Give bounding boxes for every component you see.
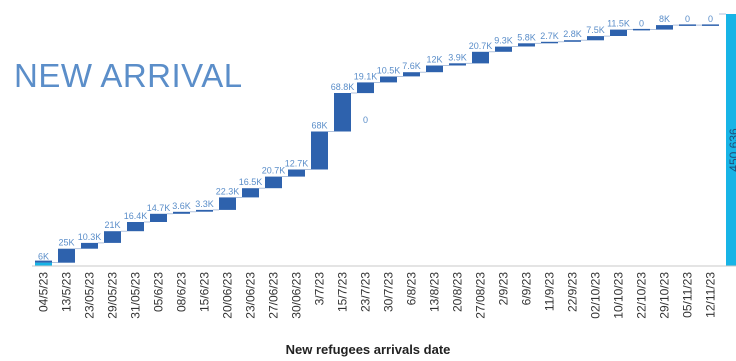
waterfall-bar bbox=[679, 24, 696, 26]
x-tick-label: 31/05/23 bbox=[129, 272, 143, 319]
x-tick-label: 2/9/23 bbox=[497, 272, 511, 306]
waterfall-bar bbox=[702, 24, 719, 26]
x-tick-label: 05/11/23 bbox=[681, 272, 695, 318]
x-tick-label: 30/06/23 bbox=[290, 272, 304, 319]
value-label: 3.3K bbox=[195, 199, 214, 209]
x-axis-label: New refugees arrivals date bbox=[285, 342, 451, 357]
waterfall-bar bbox=[242, 188, 259, 198]
value-label: 12K bbox=[426, 55, 442, 65]
waterfall-bar bbox=[472, 51, 489, 64]
value-label: 10.5K bbox=[377, 66, 401, 76]
waterfall-bar-cap bbox=[35, 260, 52, 263]
x-tick-label: 05/6/23 bbox=[152, 272, 166, 312]
value-label: 9.3K bbox=[494, 36, 513, 46]
value-label: 20.7K bbox=[262, 166, 286, 176]
value-label: 68.8K bbox=[331, 82, 355, 92]
x-tick-label: 23/7/23 bbox=[359, 272, 373, 312]
value-label: 16.4K bbox=[124, 211, 148, 221]
x-tick-label: 20/06/23 bbox=[221, 272, 235, 319]
value-label: 5.8K bbox=[517, 32, 536, 42]
waterfall-bar bbox=[196, 209, 213, 212]
x-tick-label: 13/5/23 bbox=[60, 272, 74, 312]
value-label: 16.5K bbox=[239, 177, 263, 187]
x-tick-label: 23/06/23 bbox=[244, 272, 258, 319]
waterfall-bar bbox=[334, 93, 351, 132]
waterfall-bar bbox=[58, 248, 75, 263]
value-label: 2.7K bbox=[540, 31, 559, 41]
value-label: 3.9K bbox=[448, 52, 467, 62]
value-label: 19.1K bbox=[354, 71, 378, 81]
x-tick-label: 23/05/23 bbox=[83, 272, 97, 319]
value-label: 14.7K bbox=[147, 203, 171, 213]
value-label: 68K bbox=[311, 121, 327, 131]
value-label: 11.5K bbox=[607, 19, 630, 29]
waterfall-bar bbox=[288, 169, 305, 177]
waterfall-bar bbox=[357, 82, 374, 94]
total-bar bbox=[726, 14, 736, 266]
value-label: 6K bbox=[38, 252, 49, 262]
waterfall-bar bbox=[35, 262, 52, 266]
value-label: 2.8K bbox=[563, 29, 582, 39]
x-tick-label: 02/10/23 bbox=[589, 272, 603, 319]
total-label: 450,636 bbox=[727, 128, 736, 172]
value-label: 22.3K bbox=[216, 186, 240, 196]
waterfall-bar bbox=[265, 176, 282, 189]
value-label: 0 bbox=[639, 19, 644, 29]
waterfall-bar bbox=[587, 36, 604, 41]
waterfall-bar bbox=[633, 28, 650, 31]
waterfall-bar bbox=[564, 40, 581, 42]
x-tick-label: 30/7/23 bbox=[382, 272, 396, 312]
waterfall-bar bbox=[518, 43, 535, 47]
value-label-extra: 0 bbox=[363, 115, 368, 125]
waterfall-bar bbox=[656, 25, 673, 30]
value-label: 20.7K bbox=[469, 41, 493, 51]
waterfall-bar bbox=[104, 231, 121, 243]
x-tick-label: 20/8/23 bbox=[451, 272, 465, 312]
x-tick-label: 29/05/23 bbox=[106, 272, 120, 319]
x-tick-label: 11/9/23 bbox=[543, 272, 557, 311]
value-label: 12.7K bbox=[285, 159, 309, 169]
value-label: 10.3K bbox=[78, 232, 102, 242]
x-tick-label: 6/8/23 bbox=[405, 272, 419, 306]
x-tick-label: 6/9/23 bbox=[520, 272, 534, 306]
waterfall-bar bbox=[610, 29, 627, 36]
waterfall-bar bbox=[380, 76, 397, 83]
chart-title: NEW ARRIVAL bbox=[14, 57, 243, 94]
value-label: 8K bbox=[659, 14, 670, 24]
waterfall-bar bbox=[150, 213, 167, 222]
value-label: 0 bbox=[708, 14, 713, 24]
waterfall-bar bbox=[403, 72, 420, 77]
x-tick-label: 12/11/23 bbox=[704, 272, 718, 318]
waterfall-bar bbox=[81, 242, 98, 249]
x-tick-label: 10/10/23 bbox=[612, 272, 626, 319]
waterfall-bar bbox=[127, 222, 144, 232]
x-tick-label: 04/5/23 bbox=[37, 272, 51, 312]
x-tick-label: 22/10/23 bbox=[635, 272, 649, 319]
x-tick-label: 15/6/23 bbox=[198, 272, 212, 312]
x-tick-label: 13/8/23 bbox=[428, 272, 442, 312]
value-label: 3.6K bbox=[172, 201, 191, 211]
x-tick-label: 15/7/23 bbox=[336, 272, 350, 312]
x-tick-label: 27/08/23 bbox=[474, 272, 488, 319]
x-tick-label: 08/6/23 bbox=[175, 272, 189, 312]
x-tick-label: 27/06/23 bbox=[267, 272, 281, 319]
waterfall-bar bbox=[541, 41, 558, 44]
x-tick-label: 3/7/23 bbox=[313, 272, 327, 306]
waterfall-bar bbox=[449, 63, 466, 66]
value-label: 7.6K bbox=[402, 61, 421, 71]
value-label: 7.5K bbox=[586, 25, 605, 35]
value-label: 21K bbox=[104, 220, 120, 230]
x-tick-label: 22/9/23 bbox=[566, 272, 580, 312]
value-label: 25K bbox=[58, 238, 74, 248]
value-label: 0 bbox=[685, 14, 690, 24]
x-tick-label: 29/10/23 bbox=[658, 272, 672, 319]
waterfall-bar bbox=[311, 131, 328, 170]
waterfall-bar bbox=[173, 211, 190, 214]
waterfall-bar bbox=[426, 65, 443, 73]
waterfall-bar bbox=[495, 46, 512, 52]
waterfall-bar bbox=[219, 197, 236, 210]
